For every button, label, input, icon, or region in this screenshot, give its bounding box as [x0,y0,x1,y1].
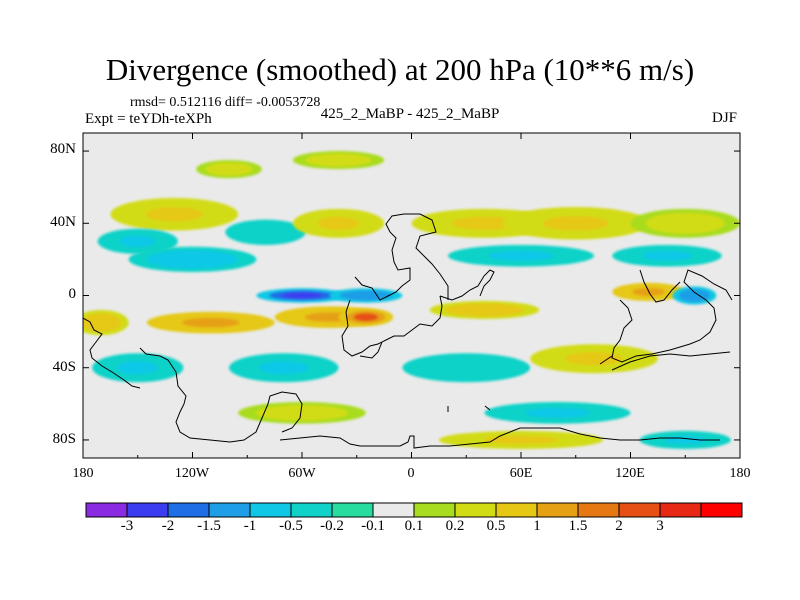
colorbar-label: 0.5 [486,518,506,534]
divergence-feature [402,353,531,383]
x-tick-label: 120W [174,466,210,481]
colorbar-swatch [331,502,374,518]
x-tick-label: 180 [72,466,94,481]
colorbar-swatch [249,502,292,518]
x-tick-label: 120E [615,466,645,481]
colorbar-swatch [413,502,456,518]
colorbar-swatch [618,502,661,518]
divergence-feature [502,207,649,240]
y-tick-label: 0 [68,286,77,302]
divergence-feature [83,309,129,336]
colorbar-label: -0.2 [320,518,344,534]
y-tick-label: 40N [50,214,76,230]
divergence-feature [110,198,239,231]
x-tick-label: 180 [729,466,751,481]
divergence-feature [612,244,722,267]
x-tick-label: 60E [509,466,533,481]
divergence-feature [630,208,740,238]
divergence-feature [292,208,385,238]
divergence-feature [672,286,717,305]
colorbar-label: -0.5 [279,518,303,534]
divergence-feature [97,228,178,254]
divergence-feature [448,244,594,267]
colorbar-swatch [577,502,620,518]
colorbar-label: -0.1 [361,518,385,534]
divergence-feature [329,288,403,303]
divergence-feature [429,300,540,319]
divergence-feature [238,402,366,424]
divergence-feature [225,219,306,245]
divergence-feature [146,311,275,334]
experiment-text: Expt = teYDh-teXPh [85,111,212,127]
chart-title: Divergence (smoothed) at 200 hPa (10**6 … [105,52,695,87]
colorbar-swatch [167,502,210,518]
divergence-feature [292,151,385,170]
colorbar-label: 0.2 [445,518,465,534]
divergence-feature [92,353,184,383]
colorbar-swatch [659,502,702,518]
colorbar-label: 2 [615,518,623,534]
colorbar-label: -2 [161,518,175,534]
divergence-feature [484,402,631,424]
divergence-feature [530,344,658,374]
divergence-feature [196,160,262,179]
y-tick-label: 80S [52,431,76,447]
colorbar-label: 0.1 [404,518,424,534]
divergence-feature [229,353,339,383]
colorbar-swatch [454,502,497,518]
colorbar-swatch [495,502,538,518]
experiment-names: 425_2_MaBP - 425_2_MaBP [320,106,500,122]
season-label: DJF [712,110,738,126]
x-tick-label: 0 [407,466,415,481]
coastline-outline [83,213,733,449]
stats-text: rmsd= 0.512116 diff= -0.0053728 [130,95,321,110]
colorbar-label: -1.5 [197,518,221,534]
divergence-feature [256,288,348,303]
colorbar-swatch [126,502,169,518]
y-tick-label: 40S [52,359,76,375]
colorbar-label: 3 [656,518,664,534]
colorbar-label: 1 [533,518,541,534]
divergence-feature [338,308,394,327]
colorbar-label: 1.5 [568,518,588,534]
divergence-feature [128,246,257,273]
colorbar-label: -3 [120,518,134,534]
y-tick-label: 80N [50,141,76,157]
colorbar-swatch [85,502,128,518]
x-tick-label: 60W [288,466,316,481]
colorbar-swatch [700,502,743,518]
colorbar-swatch [536,502,579,518]
divergence-feature [438,430,604,449]
colorbar-swatch [208,502,251,518]
colorbar-swatch [372,502,415,518]
colorbar-label: -1 [243,518,257,534]
colorbar-swatch [290,502,333,518]
